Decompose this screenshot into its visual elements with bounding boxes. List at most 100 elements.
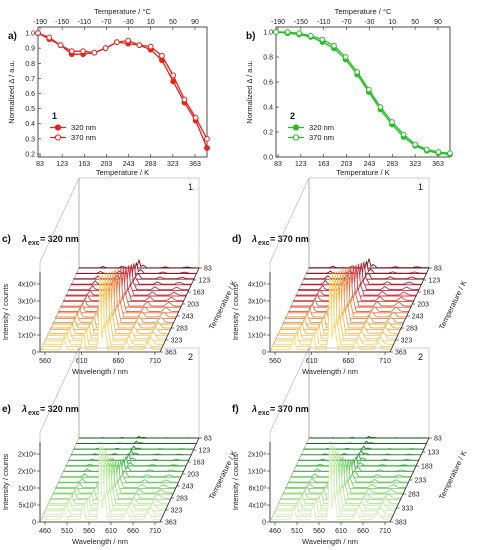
top-tick-label: -150 bbox=[294, 19, 308, 26]
spectrum-slice bbox=[57, 460, 179, 484]
excitation-wavelength: = 320 nm bbox=[40, 234, 79, 244]
spectrum-slice bbox=[57, 268, 179, 314]
x-tick-label: 283 bbox=[145, 161, 157, 168]
y-tick-label: 0.4 bbox=[263, 105, 273, 112]
data-point bbox=[423, 146, 430, 153]
spectrum-slice bbox=[305, 261, 427, 275]
y-axis-label: Normalized Δ / a.u. bbox=[245, 60, 254, 123]
data-point bbox=[80, 48, 86, 55]
chart-0: a) 83 123 163 203 243 283 323 363 -190 -150 -110 -70… bbox=[7, 7, 210, 177]
y-tick-label: 0.6 bbox=[25, 91, 35, 98]
spectrum-slice bbox=[73, 263, 195, 280]
depth-tick-label: 203 bbox=[187, 302, 199, 309]
lambda-subscript: exc bbox=[28, 410, 40, 417]
depth-tick-label: 363 bbox=[165, 520, 177, 527]
plot-frame bbox=[275, 26, 451, 158]
depth-tick-label: 83 bbox=[434, 266, 442, 273]
depth-tick-label: 123 bbox=[198, 448, 210, 455]
spectrum-slice bbox=[292, 459, 414, 473]
top-tick-label: -30 bbox=[124, 19, 134, 26]
spectrum-slice bbox=[65, 266, 187, 297]
lambda-symbol: λ bbox=[21, 234, 27, 244]
spectrum-slice bbox=[78, 258, 200, 269]
y-tick-label: 0.5 bbox=[25, 106, 35, 113]
depth-tick-label: 83 bbox=[204, 436, 212, 443]
lambda-subscript: exc bbox=[258, 240, 270, 247]
y-tick-label: 8x10³ bbox=[248, 486, 266, 493]
spectrum-slice bbox=[290, 459, 412, 478]
spectrum-slice bbox=[282, 456, 404, 495]
x-tick-label: 660 bbox=[127, 528, 139, 535]
top-tick-label: -110 bbox=[78, 19, 92, 26]
depth-tick-label: 323 bbox=[171, 508, 183, 515]
spectrum-slice bbox=[55, 460, 177, 489]
series-line-0 bbox=[275, 31, 451, 156]
spectrum-slice bbox=[303, 445, 425, 450]
legend-marker bbox=[292, 134, 300, 141]
spectrum-slice bbox=[62, 267, 184, 303]
spectrum-slice bbox=[42, 274, 164, 347]
top-tick-label: 10 bbox=[147, 19, 155, 26]
excitation-wavelength: = 370 nm bbox=[270, 234, 309, 244]
x-tick-label: 243 bbox=[364, 161, 376, 168]
x-axis-label: Temperature / K bbox=[96, 168, 149, 177]
spectrum-slice bbox=[292, 265, 414, 303]
x-axis-label: Wavelength / nm bbox=[72, 537, 128, 546]
y-axis-label: Intensity / counts bbox=[1, 284, 10, 341]
back-wall bbox=[78, 347, 200, 439]
depth-tick-label: 133 bbox=[428, 450, 440, 457]
depth-axis bbox=[159, 267, 200, 353]
spectrum-slice bbox=[300, 262, 422, 286]
y-tick-label: 1.0 bbox=[25, 31, 35, 38]
legend-label: 320 nm bbox=[71, 123, 96, 132]
spectrum-slice bbox=[272, 444, 394, 517]
y-tick-label: 1.0 bbox=[263, 30, 273, 37]
top-tick-label: 90 bbox=[434, 19, 442, 26]
data-point bbox=[400, 131, 407, 138]
y-tick-label: 0.0 bbox=[263, 155, 273, 162]
compound-label: 1 bbox=[188, 182, 193, 192]
x-tick-label: 560 bbox=[313, 528, 325, 535]
spectrum-slice bbox=[79, 435, 199, 439]
depth-tick-label: 243 bbox=[182, 314, 194, 321]
data-point bbox=[284, 29, 291, 35]
data-point bbox=[136, 42, 143, 49]
y-tick-label: 5x10³ bbox=[18, 503, 36, 510]
spectrum-slice bbox=[75, 440, 197, 445]
series-line-1 bbox=[276, 31, 451, 154]
legend-marker bbox=[292, 124, 300, 131]
x-axis-label: Wavelength / nm bbox=[302, 537, 358, 546]
depth-tick-label: 323 bbox=[401, 338, 413, 345]
series-line-0 bbox=[37, 32, 208, 149]
waterfall-2: e) λ exc = 320 nm 2 460 510 560 610 660 710 Wavele… bbox=[1, 347, 238, 546]
depth-tick-label: 283 bbox=[406, 326, 418, 333]
spectrum-slice bbox=[62, 459, 184, 473]
depth-tick-label: 123 bbox=[198, 278, 210, 285]
y-tick-label: 4x10³ bbox=[248, 503, 266, 510]
y-tick-label: 2x10⁴ bbox=[248, 316, 266, 323]
y-tick-label: 0 bbox=[32, 350, 36, 357]
x-tick-label: 610 bbox=[105, 528, 117, 535]
depth-tick-label: 123 bbox=[428, 278, 440, 285]
y-tick-label: 0.8 bbox=[263, 55, 273, 62]
depth-tick-label: 203 bbox=[187, 472, 199, 479]
waterfall-0: c) λ exc = 320 nm 1 560 610 660 710 Wavelength /… bbox=[1, 177, 238, 376]
spectrum-slice bbox=[68, 265, 190, 291]
top-tick-label: -190 bbox=[271, 19, 285, 26]
spectrum-slice bbox=[70, 264, 192, 286]
depth-tick-label: 183 bbox=[421, 464, 433, 471]
top-tick-label: -70 bbox=[342, 19, 352, 26]
spectrum-slice bbox=[52, 459, 174, 495]
x-tick-label: 203 bbox=[341, 161, 353, 168]
y-tick-label: 0 bbox=[262, 520, 266, 527]
y-tick-label: 1x10⁴ bbox=[18, 333, 36, 340]
top-tick-label: -110 bbox=[317, 19, 331, 26]
x-tick-label: 460 bbox=[39, 528, 51, 535]
compound-label: 2 bbox=[418, 352, 423, 362]
spectrum-slice bbox=[308, 258, 430, 269]
depth-tick-label: 243 bbox=[182, 484, 194, 491]
x-tick-label: 710 bbox=[149, 358, 161, 365]
y-tick-label: 3x10⁴ bbox=[248, 299, 266, 306]
data-point bbox=[113, 39, 120, 46]
